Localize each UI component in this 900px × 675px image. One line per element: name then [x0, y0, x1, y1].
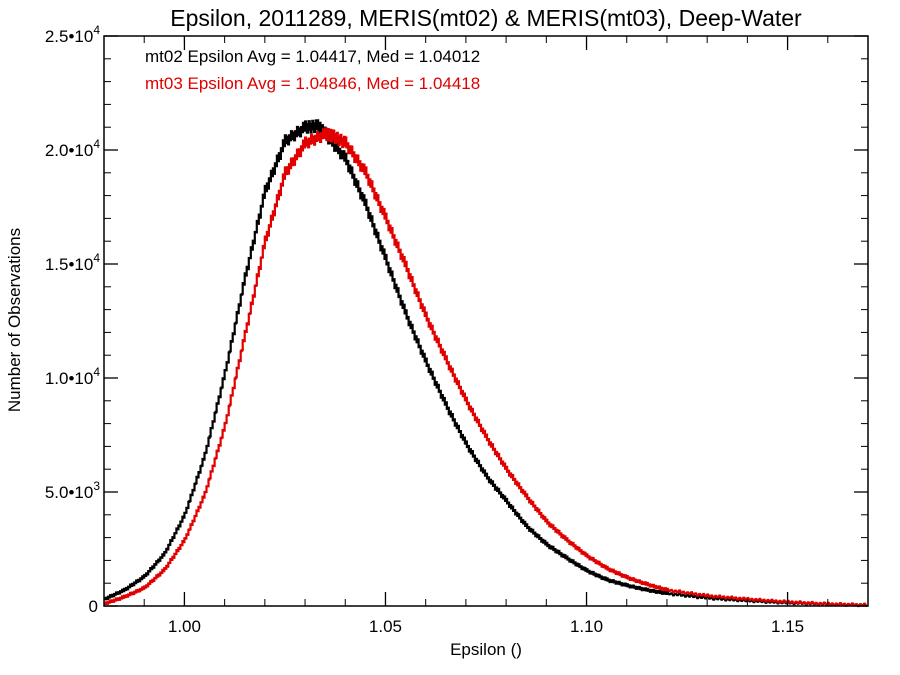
- stats-annotation: mt02 Epsilon Avg = 1.04417, Med = 1.0401…: [145, 47, 480, 66]
- x-tick-label: 1.10: [570, 617, 603, 636]
- y-tick-label: 5.0•103: [45, 479, 101, 502]
- chart-title: Epsilon, 2011289, MERIS(mt02) & MERIS(mt…: [170, 5, 802, 31]
- y-axis-label: Number of Observations: [5, 228, 24, 412]
- x-tick-label: 1.05: [369, 617, 402, 636]
- y-tick-label: 2.5•104: [45, 23, 101, 46]
- y-tick-label: 0: [89, 597, 98, 616]
- series-layer: [103, 119, 867, 608]
- y-tick-label: 1.0•104: [45, 365, 101, 388]
- x-axis-label: Epsilon (): [450, 640, 522, 659]
- y-tick-label: 1.5•104: [45, 251, 101, 274]
- series-mt02-line: [103, 119, 867, 608]
- x-tick-label: 1.00: [168, 617, 201, 636]
- x-tick-label: 1.15: [771, 617, 804, 636]
- axes-layer: 1.00 1.05 1.10 1.15 0 5.0•103 1.0•104 1.5•104 2.…: [45, 23, 869, 636]
- series-mt03-line: [103, 127, 867, 607]
- plot-frame: [103, 35, 869, 607]
- annotations: mt02 Epsilon Avg = 1.04417, Med = 1.0401…: [145, 47, 480, 93]
- stats-annotation: mt03 Epsilon Avg = 1.04846, Med = 1.0441…: [145, 74, 480, 93]
- y-tick-label: 2.0•104: [45, 137, 101, 160]
